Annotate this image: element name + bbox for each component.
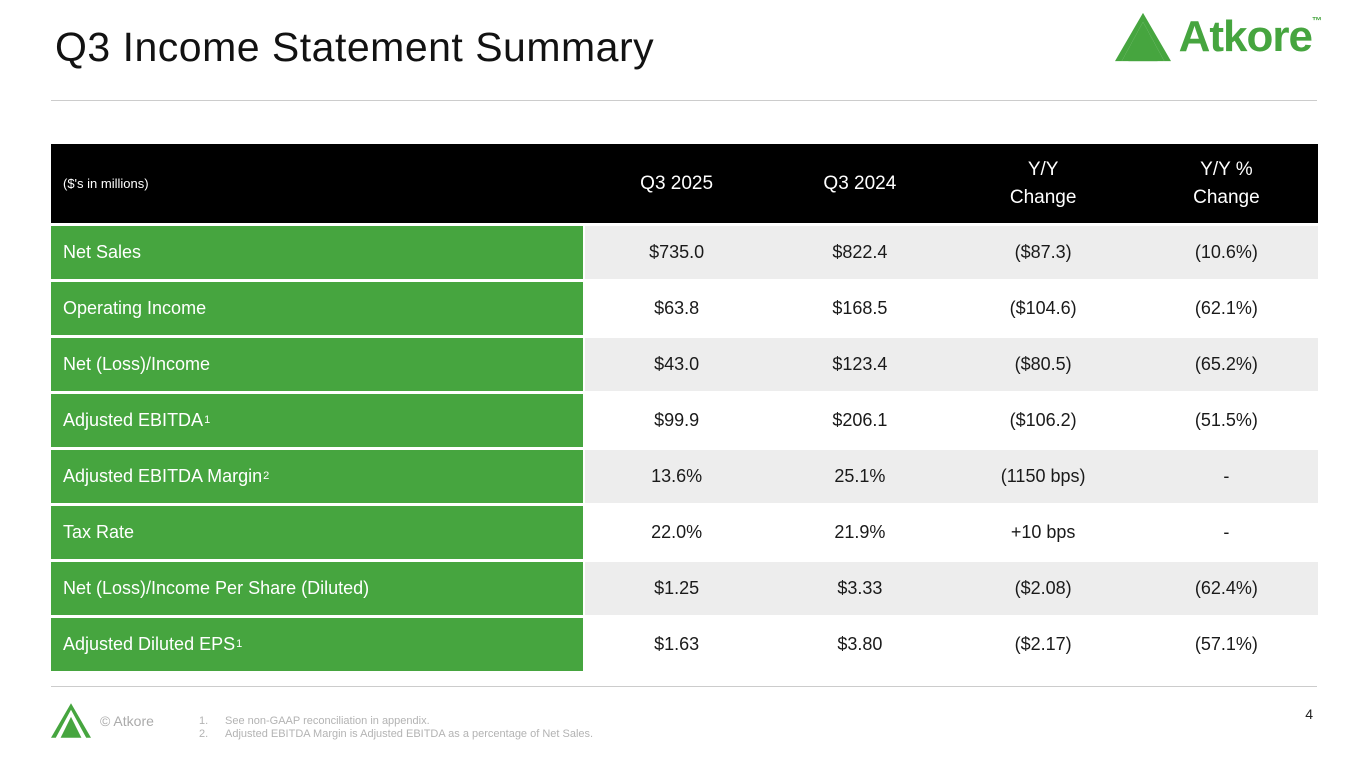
table-row-adjusted-diluted-eps: Adjusted Diluted EPS 1 $1.63 $3.80 ($2.17… [51, 618, 1318, 671]
units-note: ($'s in millions) [63, 176, 149, 191]
cell-yy-pct-change: - [1223, 522, 1230, 542]
footnote-1: 1. See non-GAAP reconciliation in append… [199, 715, 593, 728]
column-header-yy-pct-change: Y/Y % Change [1193, 158, 1260, 208]
page-number: 4 [1305, 706, 1313, 722]
column-header-yy-change: Y/Y Change [1009, 158, 1077, 208]
footnote-number: 1. [199, 715, 209, 727]
row-label: Net Sales [51, 226, 583, 279]
cell-yy-change: ($2.08) [1014, 578, 1072, 598]
footer-divider [51, 686, 1317, 687]
table-row-operating-income: Operating Income $63.8 $168.5 ($104.6) (… [51, 282, 1318, 335]
cell-q3-2024: $3.80 [837, 634, 883, 654]
cell-yy-pct-change: (62.4%) [1194, 578, 1258, 598]
row-values: $1.25 $3.33 ($2.08) (62.4%) [585, 562, 1318, 615]
cell-yy-pct-change: - [1223, 466, 1230, 486]
brand-wordmark: Atkore™ [1178, 12, 1322, 61]
cell-yy-change: ($2.17) [1014, 634, 1072, 654]
row-label: Adjusted Diluted EPS 1 [51, 618, 583, 671]
brand-logo: Atkore™ [1114, 12, 1322, 62]
row-values: $735.0 $822.4 ($87.3) (10.6%) [585, 226, 1318, 279]
cell-yy-change: ($106.2) [1009, 410, 1077, 430]
cell-yy-change: +10 bps [1010, 522, 1076, 542]
cell-q3-2024: $3.33 [837, 578, 883, 598]
cell-q3-2025: $99.9 [654, 410, 700, 430]
table-header-row: ($'s in millions) Q3 2025 Q3 2024 Y/Y Ch… [51, 144, 1318, 223]
cell-yy-pct-change: (10.6%) [1194, 242, 1258, 262]
row-values: 22.0% 21.9% +10 bps - [585, 506, 1318, 559]
cell-q3-2025: 22.0% [651, 522, 703, 542]
atkore-triangle-icon [1114, 12, 1171, 62]
table-row-adjusted-ebitda: Adjusted EBITDA 1 $99.9 $206.1 ($106.2) (… [51, 394, 1318, 447]
footnote-text: Adjusted EBITDA Margin is Adjusted EBITD… [225, 728, 594, 741]
row-label: Tax Rate [51, 506, 583, 559]
row-values: $99.9 $206.1 ($106.2) (51.5%) [585, 394, 1318, 447]
cell-yy-pct-change: (57.1%) [1194, 634, 1258, 654]
row-values: 13.6% 25.1% (1150 bps) - [585, 450, 1318, 503]
cell-q3-2024: $822.4 [832, 242, 888, 262]
income-statement-table: ($'s in millions) Q3 2025 Q3 2024 Y/Y Ch… [51, 144, 1318, 674]
cell-q3-2024: 25.1% [834, 466, 886, 486]
cell-q3-2024: 21.9% [834, 522, 886, 542]
cell-q3-2025: $735.0 [649, 242, 705, 262]
cell-yy-change: ($80.5) [1014, 354, 1072, 374]
row-values: $43.0 $123.4 ($80.5) (65.2%) [585, 338, 1318, 391]
cell-q3-2025: 13.6% [651, 466, 703, 486]
cell-yy-change: ($87.3) [1014, 242, 1072, 262]
cell-yy-pct-change: (65.2%) [1194, 354, 1258, 374]
table-row-net-loss-income: Net (Loss)/Income $43.0 $123.4 ($80.5) (… [51, 338, 1318, 391]
footnote-text: See non-GAAP reconciliation in appendix. [225, 715, 430, 727]
cell-q3-2025: $1.25 [654, 578, 700, 598]
cell-q3-2024: $206.1 [832, 410, 888, 430]
row-values: $63.8 $168.5 ($104.6) (62.1%) [585, 282, 1318, 335]
footnotes: 1. See non-GAAP reconciliation in append… [199, 715, 593, 742]
row-label: Net (Loss)/Income [51, 338, 583, 391]
column-header-q3-2025: Q3 2025 [640, 172, 714, 194]
table-row-tax-rate: Tax Rate 22.0% 21.9% +10 bps - [51, 506, 1318, 559]
cell-yy-pct-change: (51.5%) [1194, 410, 1258, 430]
cell-q3-2024: $123.4 [832, 354, 888, 374]
row-label: Net (Loss)/Income Per Share (Diluted) [51, 562, 583, 615]
title-divider [51, 100, 1317, 101]
copyright-text: © Atkore [100, 713, 154, 729]
row-label: Adjusted EBITDA Margin 2 [51, 450, 583, 503]
cell-q3-2025: $63.8 [654, 298, 700, 318]
cell-yy-change: ($104.6) [1009, 298, 1077, 318]
table-row-net-loss-income-per-share: Net (Loss)/Income Per Share (Diluted) $1… [51, 562, 1318, 615]
atkore-footer-triangle-icon [51, 699, 91, 747]
table-row-net-sales: Net Sales $735.0 $822.4 ($87.3) (10.6%) [51, 226, 1318, 279]
cell-yy-change: (1150 bps) [1000, 466, 1086, 486]
trademark-symbol: ™ [1312, 16, 1322, 27]
page-title: Q3 Income Statement Summary [55, 24, 655, 70]
cell-yy-pct-change: (62.1%) [1194, 298, 1258, 318]
row-label: Adjusted EBITDA 1 [51, 394, 583, 447]
row-label: Operating Income [51, 282, 583, 335]
cell-q3-2025: $1.63 [654, 634, 700, 654]
column-header-q3-2024: Q3 2024 [823, 172, 897, 194]
cell-q3-2025: $43.0 [654, 354, 700, 374]
cell-q3-2024: $168.5 [832, 298, 888, 318]
footnote-number: 2. [199, 728, 209, 741]
table-row-adjusted-ebitda-margin: Adjusted EBITDA Margin 2 13.6% 25.1% (115… [51, 450, 1318, 503]
row-values: $1.63 $3.80 ($2.17) (57.1%) [585, 618, 1318, 671]
footnote-2: 2. Adjusted EBITDA Margin is Adjusted EB… [199, 728, 593, 741]
